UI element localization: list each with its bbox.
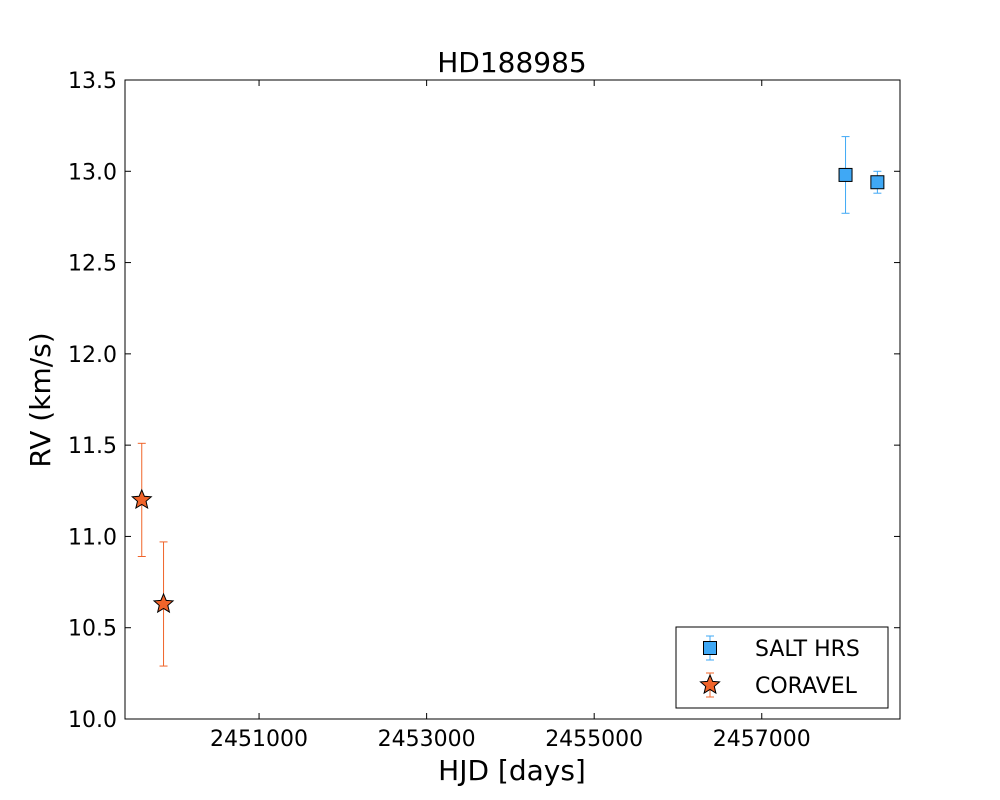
- legend-label: CORAVEL: [755, 674, 858, 699]
- x-tick-label: 2457000: [713, 727, 811, 752]
- legend-square-icon: [703, 641, 717, 655]
- y-tick-label: 10.5: [68, 617, 117, 642]
- plot-frame: [124, 79, 901, 720]
- legend-box: [675, 626, 889, 709]
- y-axis-label: RV (km/s): [24, 332, 57, 467]
- y-tick-label: 10.0: [68, 708, 117, 733]
- y-axis: 10.0 10.5 11.0 11.5 12.0 12.5 13.0 13.5: [68, 69, 900, 733]
- legend: SALT HRS CORAVEL: [675, 626, 889, 709]
- x-tick-label: 2451000: [210, 727, 308, 752]
- y-tick-label: 12.5: [68, 252, 117, 277]
- y-tick-label: 13.5: [68, 69, 117, 94]
- chart-title: HD188985: [437, 46, 587, 79]
- x-axis: 2451000 2453000 2455000 2457000: [210, 80, 811, 752]
- legend-star-icon: [699, 673, 721, 695]
- coravel-point: [131, 488, 153, 510]
- plot-area: [131, 136, 885, 667]
- x-tick-label: 2453000: [378, 727, 476, 752]
- y-tick-label: 12.0: [68, 343, 117, 368]
- salt-hrs-point: [870, 175, 885, 190]
- x-axis-label: HJD [days]: [438, 754, 586, 787]
- coravel-point: [152, 592, 175, 614]
- y-tick-label: 13.0: [68, 160, 117, 185]
- legend-label: SALT HRS: [755, 637, 860, 662]
- x-tick-label: 2455000: [545, 727, 643, 752]
- y-tick-label: 11.0: [68, 525, 117, 550]
- y-tick-label: 11.5: [68, 434, 117, 459]
- salt-hrs-point: [838, 167, 853, 182]
